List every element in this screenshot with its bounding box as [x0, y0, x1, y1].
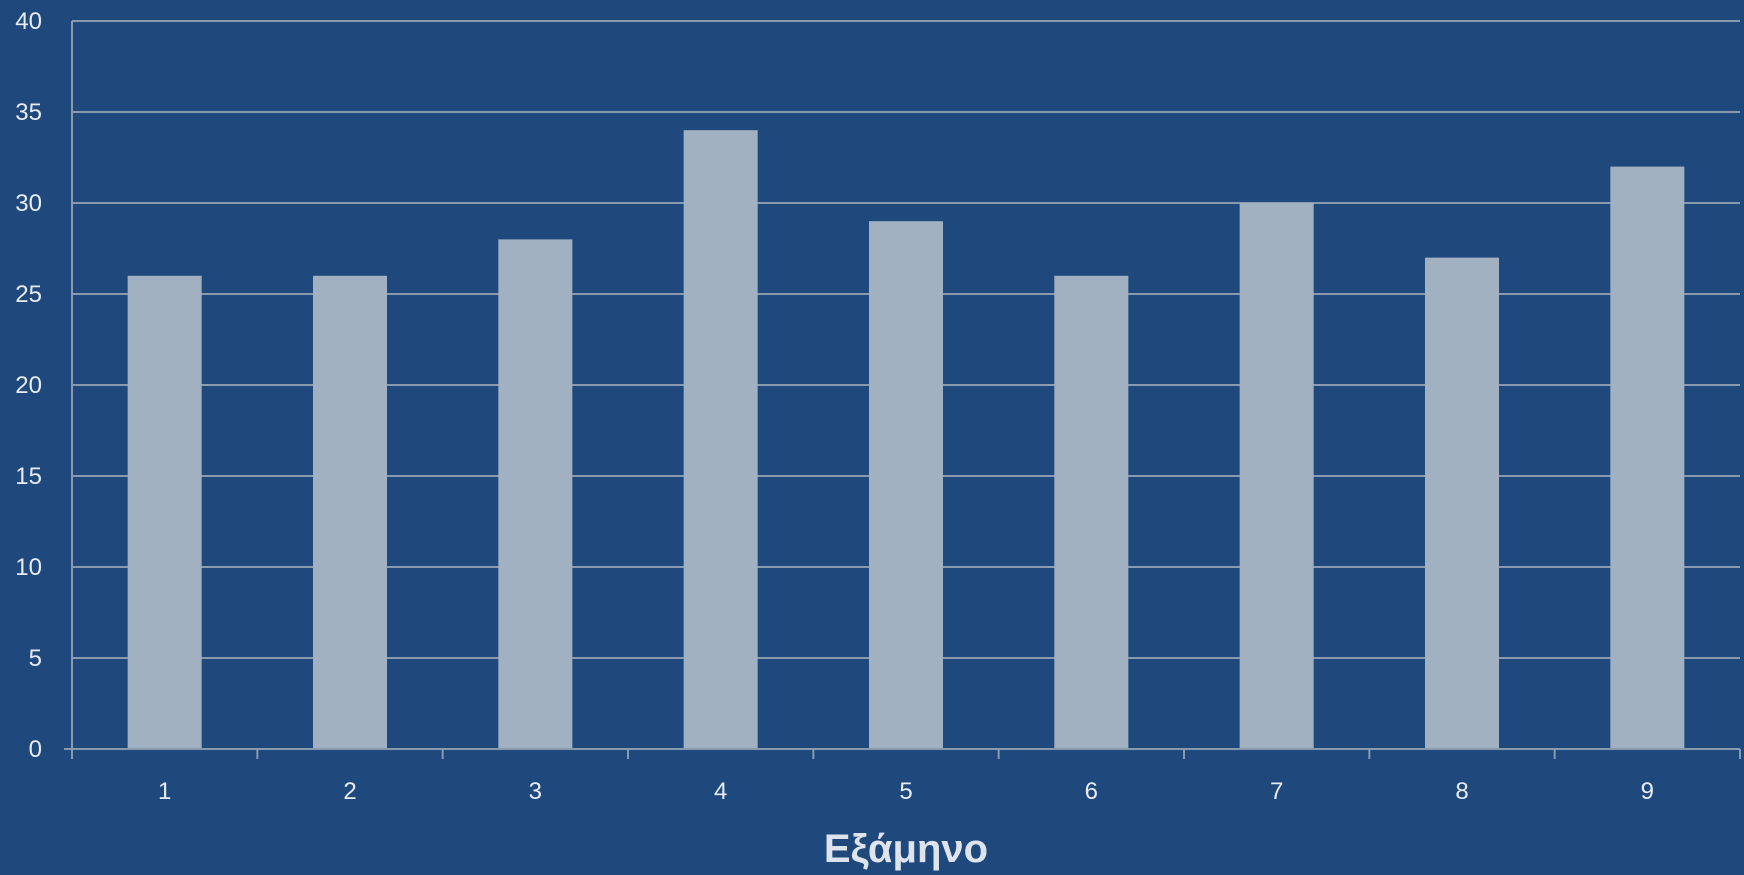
x-tick-label: 9: [1641, 778, 1654, 805]
x-tick-label: 3: [529, 778, 542, 805]
x-tick-label: 7: [1270, 778, 1283, 805]
x-tick-labels: 1 2 3 4 5 6 7 8 9: [158, 778, 1654, 805]
x-axis-title: Εξάμηνο: [824, 827, 988, 871]
bar-4: [683, 130, 758, 749]
y-tick-label: 40: [15, 8, 42, 35]
bar-8: [1425, 257, 1499, 749]
bar-7: [1239, 203, 1314, 749]
bar-2: [313, 275, 387, 749]
x-tick-label: 5: [899, 778, 912, 805]
y-tick-labels: 0 5 10 15 20 25 30 35 40: [15, 8, 42, 763]
bars: [127, 130, 1685, 750]
axes: [64, 21, 1741, 759]
x-tick-label: 8: [1455, 778, 1468, 805]
x-tick-label: 6: [1085, 778, 1098, 805]
y-tick-label: 35: [15, 99, 42, 126]
bar-1: [127, 275, 202, 749]
y-tick-label: 5: [29, 645, 42, 672]
bar-9: [1610, 166, 1685, 750]
x-tick-label: 4: [714, 778, 727, 805]
y-tick-label: 10: [15, 554, 42, 581]
y-tick-label: 25: [15, 281, 42, 308]
bar-6: [1054, 275, 1129, 749]
x-tick-label: 2: [343, 778, 356, 805]
y-tick-label: 20: [15, 372, 42, 399]
y-tick-label: 0: [29, 736, 42, 763]
y-tick-label: 30: [15, 190, 42, 217]
x-tick-label: 1: [158, 778, 171, 805]
bar-5: [869, 221, 943, 749]
bar-3: [498, 239, 573, 749]
y-tick-label: 15: [15, 463, 42, 490]
